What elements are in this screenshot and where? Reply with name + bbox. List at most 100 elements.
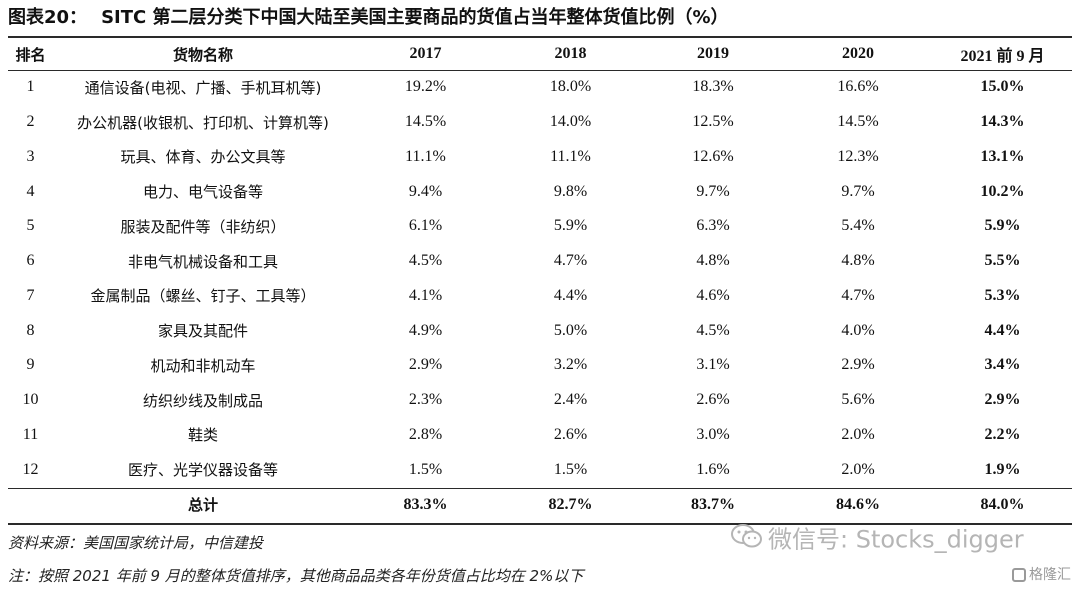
value-2018-cell: 11.1% [550,147,591,165]
value-2018-cell: 4.4% [553,286,588,304]
value-2017-cell: 4.5% [408,252,443,270]
value-2019-cell: 4.8% [696,252,730,270]
total-rank-cell [8,487,53,522]
table-row: 6 非电气机械设备和工具 4.5% 4.7% 4.8% 4.8% 5.5% [8,244,1072,279]
value-2020-cell: 4.8% [841,252,875,270]
value-2019-cell: 4.5% [696,321,730,339]
table-body: 1 通信设备(电视、广播、手机耳机等) 19.2% 18.0% 18.3% 16.6% 15… [8,70,1072,487]
value-2018-cell: 18.0% [549,78,592,96]
value-2019-cell: 3.0% [696,425,730,443]
value-2020-cell: 4.0% [841,321,875,339]
value-2021-cell: 15.0% [980,78,1025,96]
product-name-cell: 医疗、光学仪器设备等 [127,461,278,480]
header-name: 货物名称 [172,45,233,64]
value-2018-cell: 4.7% [553,252,588,270]
value-2019-cell: 18.3% [692,78,734,96]
header-rank: 排名 [15,45,46,64]
value-2018-cell: 5.0% [553,321,588,339]
figure-label: 图表20： [8,7,88,28]
rank-cell: 2 [26,113,35,131]
table-row: 2 办公机器(收银机、打印机、计算机等) 14.5% 14.0% 12.5% 14.5% 1… [8,105,1072,140]
watermark-text: 微信号: Stocks_digger [768,525,1024,554]
value-2017-cell: 6.1% [408,217,443,235]
value-2019-cell: 12.5% [692,113,734,131]
value-2020-cell: 5.6% [841,391,875,409]
value-2021-cell: 14.3% [980,113,1025,131]
table-row: 3 玩具、体育、办公文具等 11.1% 11.1% 12.6% 12.3% 13.1% [8,140,1072,175]
table-row: 8 家具及其配件 4.9% 5.0% 4.5% 4.0% 4.4% [8,313,1072,348]
figure-title-text: SITC 第二层分类下中国大陆至美国主要商品的货值占当年整体货值比例（%） [101,7,729,28]
total-2018: 82.7% [548,495,593,513]
table-total-rule [8,488,1072,489]
header-2020: 2020 [842,45,874,62]
value-2020-cell: 5.4% [841,217,875,235]
value-2017-cell: 2.9% [408,356,443,374]
value-2019-cell: 12.6% [692,147,734,165]
value-2018-cell: 1.5% [553,460,588,478]
product-name-cell: 服装及配件等（非纺织） [120,217,286,236]
value-2021-cell: 5.5% [984,252,1021,270]
table-row: 5 服装及配件等（非纺织） 6.1% 5.9% 6.3% 5.4% 5.9% [8,209,1072,244]
value-2019-cell: 6.3% [696,217,730,235]
total-label: 总计 [187,496,218,514]
value-2021-cell: 4.4% [984,321,1021,339]
product-name-cell: 非电气机械设备和工具 [127,252,278,271]
value-2021-cell: 5.9% [984,217,1021,235]
value-2019-cell: 1.6% [696,460,730,478]
value-2021-cell: 5.3% [984,286,1021,304]
brand-text: 格隆汇 [1029,567,1071,583]
value-2018-cell: 2.6% [553,425,588,443]
value-2019-cell: 2.6% [696,391,730,409]
total-2021: 84.0% [980,495,1025,513]
value-2019-cell: 9.7% [696,182,730,200]
value-2019-cell: 4.6% [696,286,730,304]
table-header-rule [8,70,1072,71]
value-2018-cell: 9.8% [553,182,588,200]
rank-cell: 6 [26,252,35,270]
value-2019-cell: 3.1% [696,356,730,374]
value-2017-cell: 4.9% [408,321,443,339]
header-row: 排名 货物名称 2017 2018 2019 2020 2021 前 9 月 [8,38,1072,70]
value-2020-cell: 2.0% [841,425,875,443]
value-2018-cell: 5.9% [553,217,588,235]
value-2017-cell: 2.3% [408,391,443,409]
rank-cell: 3 [26,147,35,165]
rank-cell: 9 [26,356,35,374]
data-table: 排名 货物名称 2017 2018 2019 2020 2021 前 9 月 1… [8,38,1072,522]
product-name-cell: 家具及其配件 [157,322,248,341]
value-2020-cell: 2.9% [841,356,875,374]
value-2017-cell: 1.5% [408,460,443,478]
brand-mark: 格隆汇 [1012,564,1071,586]
value-2020-cell: 12.3% [837,147,879,165]
total-2020: 84.6% [836,495,880,513]
product-name-cell: 通信设备(电视、广播、手机耳机等) [84,78,322,97]
value-2017-cell: 9.4% [408,182,443,200]
rank-cell: 11 [22,425,39,443]
value-2021-cell: 13.1% [980,147,1025,165]
table-bottom-rule [8,523,1072,525]
table-top-rule [8,36,1072,38]
value-2017-cell: 11.1% [405,147,446,165]
rank-cell: 7 [26,286,35,304]
table-row: 1 通信设备(电视、广播、手机耳机等) 19.2% 18.0% 18.3% 16.6% 15… [8,70,1072,105]
source-note: 资料来源：美国国家统计局，中信建投 [8,534,264,552]
product-name-cell: 金属制品（螺丝、钉子、工具等） [90,287,316,306]
product-name-cell: 机动和非机动车 [150,356,256,375]
footnote: 注：按照 2021 年前 9 月的整体货值排序，其他商品品类各年份货值占比均在 … [8,567,584,585]
value-2021-cell: 3.4% [984,356,1021,374]
rank-cell: 5 [26,217,35,235]
rank-cell: 1 [26,78,35,96]
total-row: 总计 83.3% 82.7% 83.7% 84.6% 84.0% [8,487,1072,522]
value-2017-cell: 4.1% [408,286,443,304]
value-2018-cell: 3.2% [553,356,588,374]
value-2021-cell: 1.9% [984,460,1021,478]
header-2019: 2019 [697,45,729,62]
product-name-cell: 玩具、体育、办公文具等 [120,148,286,167]
wechat-icon [730,522,764,559]
rank-cell: 10 [22,391,39,409]
product-name-cell: 鞋类 [187,426,218,445]
value-2021-cell: 2.2% [984,425,1021,443]
value-2020-cell: 14.5% [837,113,879,131]
product-name-cell: 纺织纱线及制成品 [142,391,263,410]
total-2019: 83.7% [691,495,735,513]
